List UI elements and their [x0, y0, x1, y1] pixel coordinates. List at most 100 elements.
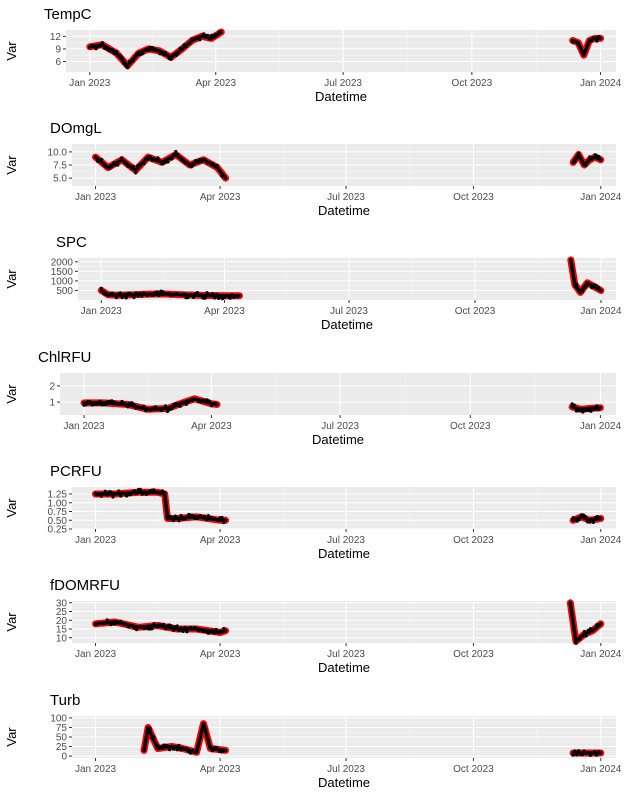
data-point: [215, 163, 219, 167]
data-point: [573, 160, 577, 164]
data-point: [582, 629, 586, 634]
data-point: [575, 282, 579, 286]
data-point: [585, 43, 590, 47]
data-point: [206, 33, 210, 38]
y-tick-label: 50: [56, 733, 68, 744]
data-point: [220, 630, 224, 634]
data-point: [116, 163, 120, 167]
data-point: [591, 520, 596, 525]
data-point: [93, 491, 98, 495]
data-point: [588, 155, 592, 159]
data-point: [156, 625, 160, 629]
data-point: [140, 492, 144, 496]
data-point: [155, 290, 159, 294]
data-point: [173, 514, 177, 518]
x-tick-label: Jul 2023: [327, 764, 365, 775]
x-tick-label: Jan 2023: [75, 192, 117, 203]
data-point: [145, 735, 149, 739]
data-point: [580, 634, 584, 639]
data-point: [214, 627, 218, 632]
data-point: [122, 401, 126, 405]
data-point: [165, 409, 170, 414]
data-point: [175, 53, 179, 57]
x-axis-label: Datetime: [321, 317, 373, 332]
data-point: [119, 619, 123, 623]
data-point: [575, 753, 579, 757]
data-point: [114, 49, 118, 53]
data-point: [587, 282, 592, 286]
data-point: [144, 625, 148, 629]
data-point: [190, 165, 194, 169]
data-point: [161, 53, 166, 57]
data-point: [236, 295, 240, 299]
data-point: [586, 750, 590, 755]
data-point: [578, 637, 582, 641]
data-point: [593, 36, 597, 40]
data-point: [175, 748, 179, 752]
data-point: [572, 628, 576, 632]
x-tick-label: Oct 2023: [450, 421, 491, 432]
chart-panel-chlrfu: ChlRFU 1 2 Jan 2023 Apr 2023 Jul 2023 Oct 2023…: [4, 349, 621, 447]
data-point: [205, 291, 209, 295]
data-point: [131, 623, 135, 628]
data-point: [208, 745, 212, 749]
data-point: [160, 408, 164, 412]
x-tick-label: Jan 2023: [69, 78, 111, 89]
data-point: [162, 406, 166, 410]
data-point: [592, 626, 597, 630]
data-point: [595, 39, 599, 43]
x-tick-label: Jul 2023: [324, 78, 362, 89]
data-point: [176, 51, 180, 55]
data-point: [597, 35, 601, 39]
data-point: [213, 296, 217, 300]
data-point: [182, 292, 186, 296]
data-point: [128, 291, 132, 295]
y-axis-label: Var: [4, 155, 19, 175]
data-point: [582, 161, 586, 165]
data-point: [213, 401, 217, 405]
data-point: [586, 159, 590, 163]
data-point: [199, 731, 203, 735]
x-tick-label: Apr 2023: [200, 649, 241, 660]
data-point: [132, 402, 136, 407]
y-tick-label: 75: [56, 723, 68, 734]
data-point: [206, 737, 210, 741]
y-tick-label: 100: [50, 713, 67, 724]
data-point: [94, 47, 98, 51]
series-line-2: [571, 152, 603, 167]
data-point: [177, 743, 181, 747]
y-tick-label: 1500: [51, 267, 74, 278]
data-point: [208, 631, 212, 635]
data-point: [134, 492, 139, 496]
data-point: [204, 727, 208, 731]
y-tick-label: 6: [55, 57, 61, 68]
data-point: [103, 489, 107, 493]
data-point: [582, 749, 586, 753]
data-point: [589, 517, 594, 521]
data-point: [118, 402, 122, 406]
x-tick-label: Jan 2024: [580, 306, 622, 317]
y-tick-label: 2: [49, 381, 55, 392]
data-point: [592, 749, 597, 753]
data-point: [179, 513, 183, 518]
data-point: [572, 277, 576, 281]
y-tick-label: 15: [56, 625, 68, 636]
x-tick-label: Oct 2023: [453, 649, 494, 660]
x-tick-label: Oct 2023: [453, 192, 494, 203]
data-point: [222, 521, 226, 525]
data-point: [98, 159, 102, 163]
data-point: [204, 518, 208, 522]
data-point: [179, 626, 183, 630]
data-point: [196, 35, 200, 40]
data-point: [160, 50, 164, 54]
data-point: [196, 516, 201, 520]
data-point: [172, 152, 176, 157]
data-point: [146, 491, 150, 495]
x-tick-label: Apr 2023: [200, 535, 241, 546]
data-point: [93, 155, 98, 159]
data-point: [230, 293, 234, 297]
data-point: [140, 624, 144, 629]
data-point: [189, 751, 193, 755]
x-axis-label: Datetime: [312, 432, 364, 447]
data-point: [130, 293, 134, 297]
